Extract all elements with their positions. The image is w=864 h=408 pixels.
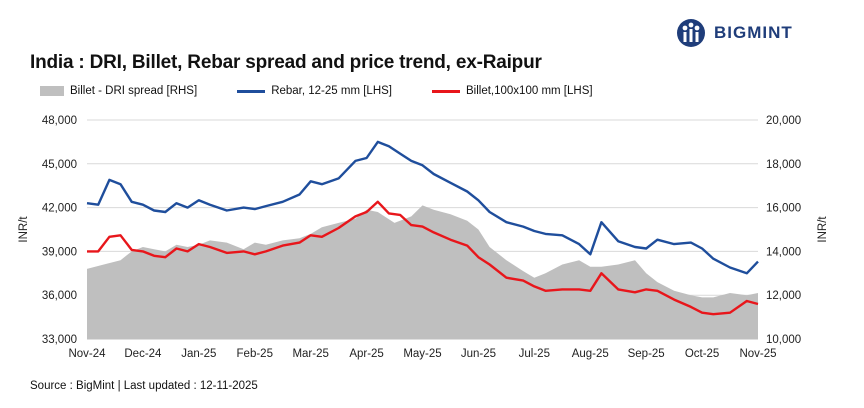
brand-name: BIGMINT: [714, 23, 793, 42]
y-tick-label: 39,000: [42, 246, 77, 258]
y2-tick-label: 20,000: [766, 115, 801, 127]
series-area-billet-dri-spread: [87, 205, 758, 339]
legend-label-spread: Billet - DRI spread [RHS]: [70, 85, 198, 97]
legend-item-rebar: Rebar, 12-25 mm [LHS]: [237, 85, 392, 97]
x-tick-label: Jan-25: [181, 348, 216, 360]
x-tick-label: Jul-25: [519, 348, 550, 360]
bigmint-logo-icon: [677, 19, 705, 47]
y2-tick-label: 10,000: [766, 334, 801, 346]
y-tick-label: 48,000: [42, 115, 77, 127]
y2-axis-title: INR/t: [817, 216, 829, 243]
series-line-billet: [87, 200, 759, 316]
x-tick-label: Nov-24: [68, 348, 106, 360]
legend-item-spread: Billet - DRI spread [RHS]: [40, 85, 197, 97]
legend-swatch-spread: [40, 86, 64, 96]
y2-tick-label: 12,000: [766, 290, 801, 302]
x-tick-label: Feb-25: [237, 348, 273, 360]
source-note: Source : BigMint | Last updated : 12-11-…: [30, 380, 258, 392]
chart-title: India : DRI, Billet, Rebar spread and pr…: [30, 52, 542, 73]
y-axis-title: INR/t: [18, 216, 30, 243]
y-tick-label: 33,000: [42, 334, 77, 346]
x-tick-label: Mar-25: [292, 348, 328, 360]
y2-tick-label: 18,000: [766, 159, 801, 171]
y-tick-label: 36,000: [42, 290, 77, 302]
legend-label-billet: Billet,100x100 mm [LHS]: [466, 85, 593, 97]
x-tick-label: Dec-24: [124, 348, 162, 360]
y-tick-label: 45,000: [42, 159, 77, 171]
series-line-rebar: [86, 140, 759, 275]
y2-tick-label: 16,000: [766, 203, 801, 215]
legend-item-billet: Billet,100x100 mm [LHS]: [432, 85, 593, 97]
y2-tick-label: 14,000: [766, 246, 801, 258]
chart-legend: Billet - DRI spread [RHS] Rebar, 12-25 m…: [40, 85, 633, 97]
y-tick-label: 42,000: [42, 203, 77, 215]
legend-swatch-rebar: [237, 89, 266, 93]
x-tick-label: Jun-25: [461, 348, 496, 360]
x-tick-label: Sep-25: [628, 348, 665, 360]
legend-label-rebar: Rebar, 12-25 mm [LHS]: [271, 85, 392, 97]
x-tick-label: Aug-25: [572, 348, 609, 360]
x-tick-label: May-25: [403, 348, 441, 360]
brand-logo: BIGMINT: [676, 18, 793, 48]
x-tick-label: Apr-25: [349, 348, 384, 360]
legend-swatch-billet: [432, 89, 460, 93]
x-tick-label: Oct-25: [685, 348, 720, 360]
x-tick-label: Nov-25: [739, 348, 776, 360]
